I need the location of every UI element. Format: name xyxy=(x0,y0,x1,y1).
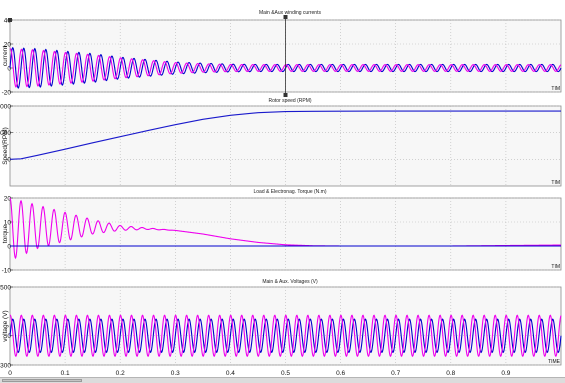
y-tick-label: -20 xyxy=(2,89,12,96)
x-axis-label: TIME xyxy=(548,359,561,365)
panel-3: Load & Electronag. Torque (N.m) torque 20 1… xyxy=(2,189,562,274)
y-tick-label: 500 xyxy=(0,284,11,291)
y-tick-label: 1,000 xyxy=(0,130,11,137)
status-bar-cell xyxy=(2,379,82,382)
y-tick-label: 0 xyxy=(7,243,11,250)
x-tick-label: 0.5 xyxy=(281,370,290,377)
y-axis-label: voltage (V) xyxy=(2,310,9,341)
status-bar xyxy=(0,377,565,383)
x-tick-label: 0.3 xyxy=(171,370,180,377)
cursor-handle-top xyxy=(283,15,288,19)
x-axis-label: TIM xyxy=(551,180,560,186)
x-axis-label: TIM xyxy=(551,86,560,92)
panel-1: Main &Aux winding currents current 40 20 0 -2… xyxy=(2,10,562,96)
y-tick-label: 20 xyxy=(4,41,12,48)
cursor-handle-bottom xyxy=(283,93,288,97)
y-tick-label: 20 xyxy=(4,195,12,202)
panel-title: Main &Aux winding currents xyxy=(259,10,321,16)
x-tick-label: 0.2 xyxy=(116,370,125,377)
x-tick-label: 0 xyxy=(8,370,12,377)
x-tick-label: 0.7 xyxy=(391,370,400,377)
series-line-2 xyxy=(9,314,562,358)
x-tick-label: 0.1 xyxy=(61,370,70,377)
panel-title: Main & Aux. Voltages (V) xyxy=(262,279,318,285)
y-tick-label: 10 xyxy=(4,219,12,226)
y-tick-label: 0 xyxy=(7,65,11,72)
panel-2: Rotor speed (RPM) Speed(RPM) 2,000 1,000 0 TI… xyxy=(0,98,562,187)
x-tick-label: 0.6 xyxy=(336,370,345,377)
x-tick-label: 0.4 xyxy=(226,370,235,377)
y-tick-label: -300 xyxy=(0,362,11,369)
x-tick-label: 0.8 xyxy=(446,370,455,377)
y-tick-label: 2,000 xyxy=(0,103,11,110)
y-tick-label: 0 xyxy=(7,333,11,340)
x-tick-label: 0.9 xyxy=(501,370,510,377)
panel-title: Load & Electronag. Torque (N.m) xyxy=(253,189,326,195)
y-axis-label: current xyxy=(2,46,9,66)
y-axis-label: Speed(RPM) xyxy=(2,127,9,165)
y-tick-label: -10 xyxy=(2,267,12,274)
y-axis-label: torque xyxy=(2,224,9,243)
x-axis-label: TIM xyxy=(551,264,560,270)
cursor-handle-left xyxy=(8,18,12,22)
panel-4: Main & Aux. Voltages (V)voltage (V)5000-… xyxy=(0,279,562,377)
series-line-1 xyxy=(9,110,561,160)
y-tick-label: 0 xyxy=(7,157,11,164)
y-tick-label: 40 xyxy=(4,17,12,24)
panel-title: Rotor speed (RPM) xyxy=(268,98,311,104)
